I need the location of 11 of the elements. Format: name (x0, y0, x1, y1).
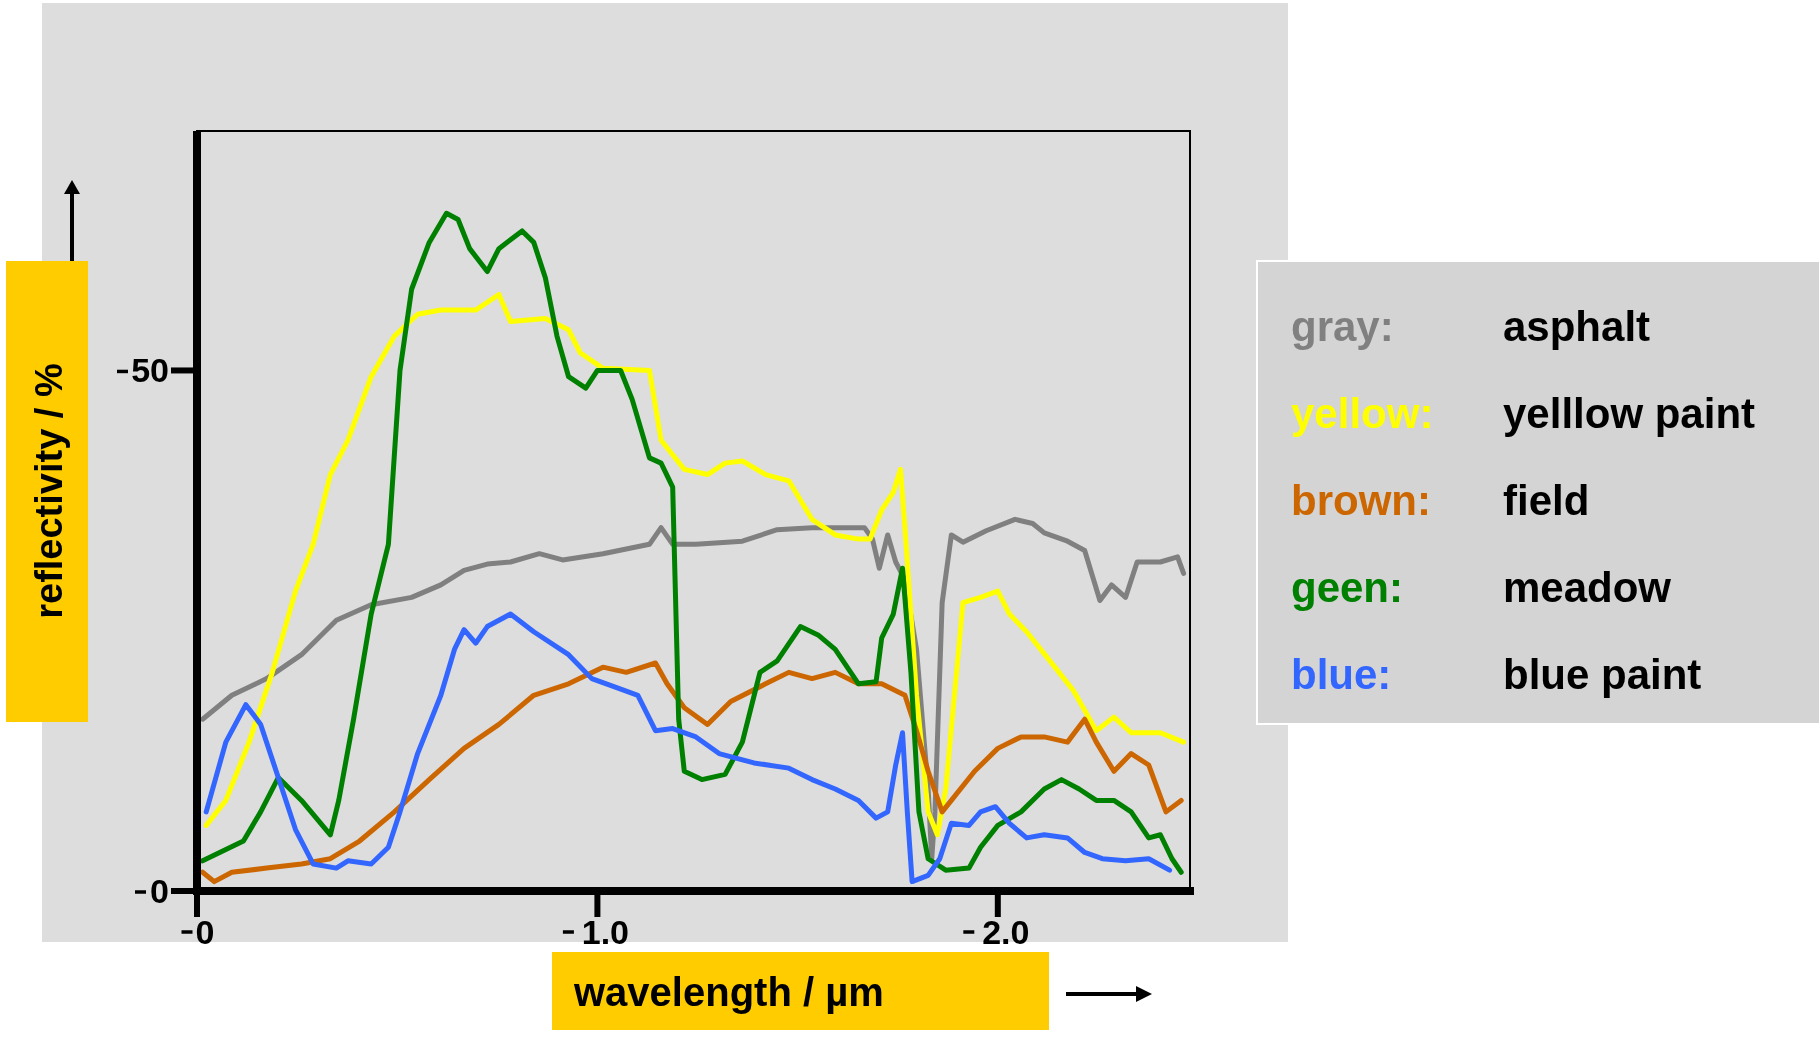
text: gray: asphalt (1291, 302, 1651, 350)
x-axis-title: wavelength / µm (573, 970, 884, 1014)
x-tick-label: 2.0 (982, 913, 1030, 951)
text: blue: blue paint (1291, 650, 1702, 698)
text: yellow: yelllow paint (1291, 389, 1756, 437)
text: geen: meadow (1291, 563, 1672, 611)
text: brown: field (1291, 476, 1590, 524)
x-tick-label: 1.0 (581, 913, 630, 951)
y-tick-label: 50 (131, 351, 169, 390)
x-tick-label: 0 (195, 913, 215, 951)
y-axis-title: reflectivity / % (28, 363, 70, 619)
